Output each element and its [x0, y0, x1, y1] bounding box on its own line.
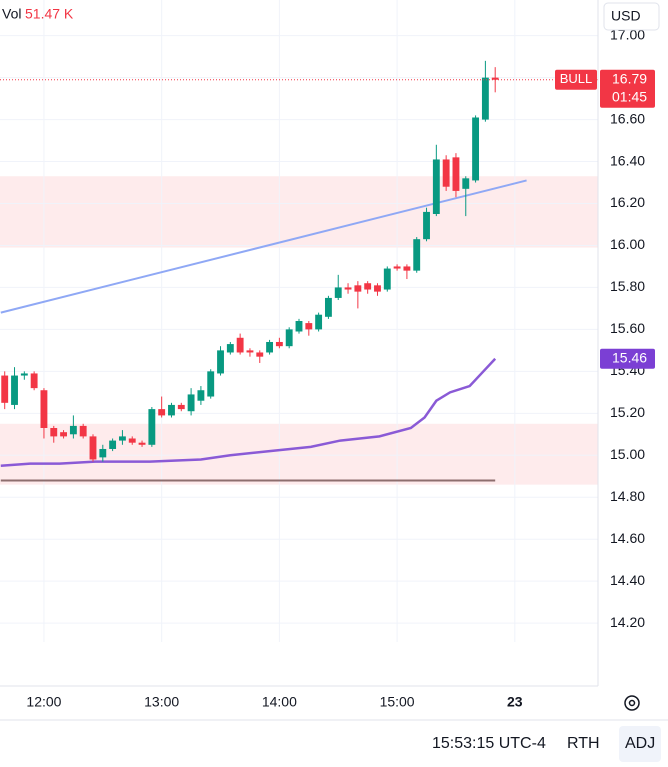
- settings-icon[interactable]: [624, 695, 640, 711]
- candle-body: [128, 438, 136, 443]
- vol-label: Vol: [2, 6, 21, 22]
- candle-body: [109, 440, 117, 449]
- candle-body: [423, 211, 430, 240]
- y-tick-label: 14.60: [610, 530, 645, 546]
- vwap-badge-bg: [600, 348, 655, 369]
- candle-body: [305, 323, 313, 330]
- candle-body: [236, 337, 244, 353]
- candle-body: [20, 373, 28, 376]
- candle-body: [315, 314, 323, 330]
- candle-body: [393, 266, 401, 269]
- candle-body: [324, 297, 332, 317]
- candle-body: [432, 159, 440, 214]
- y-tick-label: 14.40: [610, 572, 645, 588]
- plot: 14.2014.4014.6014.8015.0015.2015.4015.60…: [0, 0, 645, 710]
- candle-body: [60, 432, 68, 437]
- vol-value: 51.47 K: [25, 6, 74, 22]
- candle-body: [462, 178, 470, 189]
- adjust-button[interactable]: ADJ: [625, 735, 655, 752]
- candle-body: [89, 436, 97, 460]
- candle-body: [11, 375, 18, 405]
- candle-body: [344, 287, 352, 290]
- indicator-line: [0, 357, 497, 468]
- y-tick-label: 16.20: [610, 194, 645, 210]
- candle-body: [472, 117, 480, 181]
- candle-body: [118, 436, 126, 441]
- candle-body: [334, 287, 342, 298]
- candle-body: [69, 425, 77, 435]
- candle-body: [50, 428, 58, 437]
- y-tick-label: 15.20: [610, 404, 645, 420]
- gear-core[interactable]: [628, 699, 636, 707]
- x-tick-label: 12:00: [26, 694, 61, 710]
- y-tick-label: 15.00: [610, 446, 645, 462]
- y-tick-label: 16.60: [610, 110, 645, 126]
- candle-body: [40, 390, 48, 428]
- badges: BULL 16.79 01:45 15.46: [555, 69, 655, 369]
- candle-body: [197, 390, 205, 401]
- y-tick-label: 15.60: [610, 320, 645, 336]
- candle-body: [148, 409, 156, 445]
- candle-body: [275, 341, 283, 347]
- candle-body: [168, 404, 175, 416]
- countdown-badge: 01:45: [612, 88, 647, 104]
- y-tick-label: 16.00: [610, 236, 645, 252]
- candle-body: [491, 77, 499, 80]
- y-tick-label: 15.80: [610, 278, 645, 294]
- candle-body: [99, 448, 107, 458]
- candle-body: [79, 425, 87, 437]
- candle-body: [413, 239, 421, 271]
- gear[interactable]: [624, 695, 640, 711]
- candle-body: [138, 442, 146, 445]
- candle-body: [481, 77, 489, 120]
- candle-body: [30, 373, 38, 389]
- candle-body: [226, 344, 234, 353]
- y-tick-label: 14.80: [610, 488, 645, 504]
- clock: 15:53:15 UTC-4: [432, 735, 546, 752]
- candle-body: [266, 341, 274, 353]
- candle-body: [285, 329, 293, 347]
- candle-body: [442, 159, 450, 187]
- price-badge-bg: [600, 69, 655, 108]
- x-tick-label: 15:00: [380, 694, 415, 710]
- candle-body: [403, 266, 411, 271]
- y-tick-label: 14.20: [610, 614, 645, 630]
- session-button[interactable]: RTH: [567, 735, 600, 752]
- candle-body: [452, 157, 460, 191]
- candle-body: [217, 350, 224, 374]
- currency-button[interactable]: [603, 2, 660, 31]
- candle-body: [364, 283, 372, 290]
- candle-body: [187, 394, 195, 412]
- candle-body: [246, 350, 254, 353]
- signal-badge: BULL: [560, 71, 593, 86]
- x-tick-label: 13:00: [144, 694, 179, 710]
- vwap-badge: 15.46: [612, 349, 647, 365]
- candle-body: [207, 371, 215, 397]
- candle-body: [177, 404, 185, 410]
- candle-body: [354, 285, 362, 292]
- currency[interactable]: USD: [611, 8, 641, 24]
- candle-body: [1, 375, 9, 403]
- candle-body: [295, 321, 303, 332]
- candle-body: [256, 352, 264, 357]
- candle-body: [374, 285, 381, 292]
- x-tick-label: 14:00: [262, 694, 297, 710]
- price-badge: 16.79: [612, 70, 647, 86]
- signal-badge-bg: [555, 69, 597, 90]
- adjust-button-bg[interactable]: [619, 726, 661, 762]
- y-tick-label: 16.40: [610, 152, 645, 168]
- candle-body: [383, 268, 391, 290]
- candle-body: [158, 409, 166, 416]
- x-tick-label: 23: [507, 694, 523, 710]
